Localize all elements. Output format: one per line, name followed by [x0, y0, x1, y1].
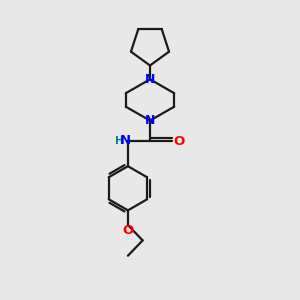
Text: N: N — [120, 134, 131, 147]
Text: O: O — [173, 135, 184, 148]
Text: N: N — [145, 73, 155, 86]
Text: H: H — [115, 136, 124, 146]
Text: O: O — [122, 224, 134, 238]
Text: N: N — [145, 114, 155, 127]
